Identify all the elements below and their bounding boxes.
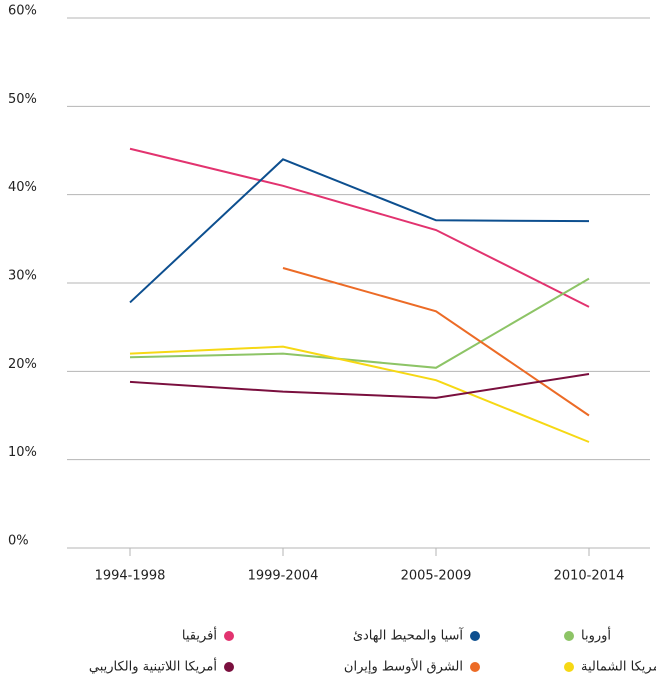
series-line xyxy=(129,277,590,369)
legend-label: أفريقيا xyxy=(182,627,217,644)
y-tick-label: 0% xyxy=(8,534,29,549)
x-tick-label: 1994-1998 xyxy=(95,569,166,584)
y-tick-label: 30% xyxy=(8,269,37,284)
series-line xyxy=(129,158,590,304)
legend-label: آسيا والمحيط الهادئ xyxy=(353,627,465,644)
x-tick-label: 1999-2004 xyxy=(248,569,319,584)
legend-swatch xyxy=(564,631,574,641)
legend-swatch xyxy=(564,662,574,672)
x-tick-label: 2010-2014 xyxy=(554,569,625,584)
legend-swatch xyxy=(470,631,480,641)
legend-swatch xyxy=(470,662,480,672)
y-tick-label: 40% xyxy=(8,180,37,195)
legend-swatch xyxy=(224,662,234,672)
series-line xyxy=(129,147,590,308)
legend-swatch xyxy=(224,631,234,641)
series-line xyxy=(129,345,590,443)
legend-label: أمريكا اللاتينية والكاريبي xyxy=(89,658,217,675)
y-tick-label: 60% xyxy=(8,4,37,19)
x-tick-label: 2005-2009 xyxy=(401,569,472,584)
legend-label: أوروبا xyxy=(581,627,611,644)
y-tick-label: 50% xyxy=(8,92,37,107)
series-line xyxy=(282,267,590,417)
legend-label: الشرق الأوسط وإيران xyxy=(344,658,463,675)
y-tick-label: 10% xyxy=(8,445,37,460)
y-tick-label: 20% xyxy=(8,357,37,372)
series-line xyxy=(129,372,590,399)
legend-label: أمريكا الشمالية xyxy=(581,658,656,675)
